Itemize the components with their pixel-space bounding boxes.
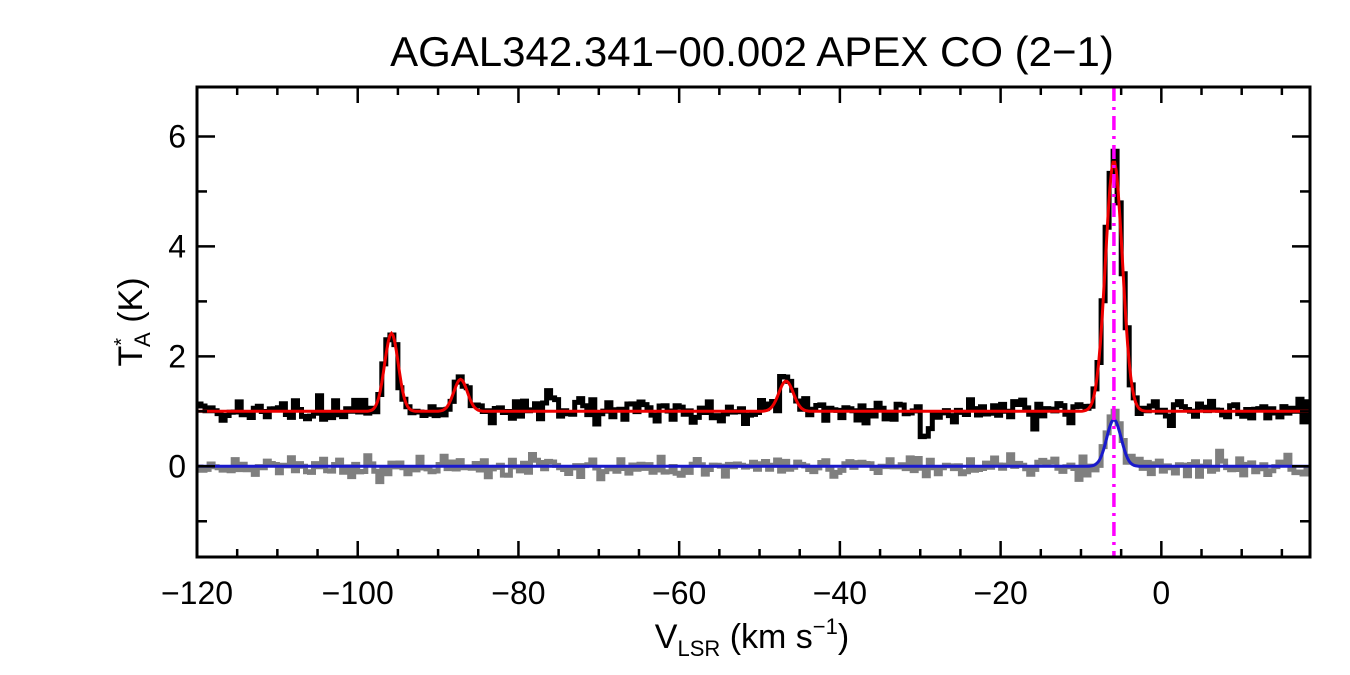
x-axis-label-sup: −1: [813, 614, 838, 639]
axis-ticks: [195, 87, 1310, 557]
y-axis-label: T*A (K): [111, 277, 155, 366]
x-tick-label: −40: [813, 575, 867, 611]
x-axis-label-main: V: [655, 618, 678, 656]
y-axis-label-main: T: [112, 346, 150, 367]
y-tick-label: 2: [168, 338, 186, 374]
fit-gaussian-fit-line: [197, 160, 1310, 413]
plot-area: [195, 85, 1312, 559]
x-tick-label: −20: [973, 575, 1027, 611]
x-tick-label: −100: [322, 575, 394, 611]
x-axis-label: VLSR (km s−1): [655, 614, 849, 661]
x-axis-label-unit: (km s: [720, 618, 813, 656]
y-axis-label-unit: (K): [112, 277, 150, 332]
residual-spectrum-histogram: [197, 408, 1310, 485]
y-axis: 0 2 4 6 T*A (K): [111, 118, 186, 484]
x-tick-label: 0: [1152, 575, 1170, 611]
x-axis-label-sub: LSR: [677, 636, 720, 661]
y-tick-labels: 0 2 4 6: [168, 118, 186, 484]
x-tick-labels: −120 −100 −80 −60 −40 −20 0: [161, 575, 1170, 611]
chart-title: AGAL342.341−00.002 APEX CO (2−1): [390, 28, 1114, 75]
y-tick-label: 6: [168, 118, 186, 154]
y-tick-label: 4: [168, 228, 186, 264]
plot-frame: [195, 85, 1312, 559]
y-tick-label: 0: [168, 448, 186, 484]
y-axis-label-sub: A: [130, 332, 155, 347]
x-tick-label: −80: [491, 575, 545, 611]
x-tick-label: −60: [652, 575, 706, 611]
x-tick-label: −120: [161, 575, 233, 611]
spectrum-spectrum-histogram: [197, 148, 1310, 440]
series-layer: [197, 148, 1310, 485]
residual_fit-gaussian-fit-line: [197, 418, 1310, 468]
x-axis: −120 −100 −80 −60 −40 −20 0 VLSR (km s−1): [161, 575, 1170, 661]
x-axis-label-close: ): [838, 618, 849, 656]
y-axis-label-sup: *: [111, 338, 133, 346]
